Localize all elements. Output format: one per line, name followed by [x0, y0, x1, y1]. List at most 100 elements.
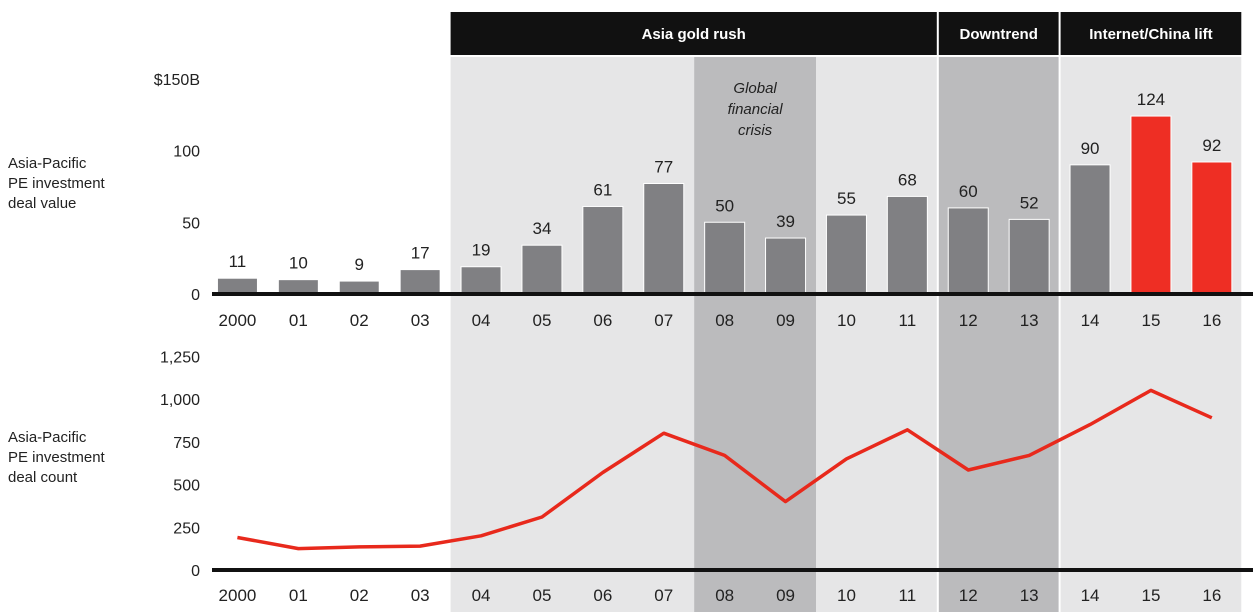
deal-value-data-label: 60 — [959, 182, 978, 201]
deal-value-panel: Asia-Pacific PE investment deal value 05… — [8, 72, 1253, 330]
deal-value-data-label: 77 — [654, 158, 673, 177]
deal-value-xtick-label: 06 — [593, 311, 612, 330]
crisis-annotation: Global financial crisis — [728, 80, 784, 139]
deal-count-xtick-label: 2000 — [219, 586, 257, 605]
phase-header-bg-2 — [938, 12, 1059, 55]
deal-value-bar — [1069, 164, 1111, 295]
deal-count-ytick-label: 250 — [173, 520, 200, 537]
deal-value-data-label: 34 — [532, 219, 551, 238]
deal-value-data-label: 50 — [715, 196, 734, 215]
deal-value-bars — [216, 115, 1233, 295]
phase-headers: Asia gold rush Downtrend Internet/China li… — [450, 12, 1242, 55]
deal-value-data-label: 52 — [1020, 193, 1039, 212]
deal-value-bar — [947, 207, 989, 295]
deal-value-data-label: 9 — [355, 255, 364, 274]
deal-count-xtick-label: 06 — [593, 586, 612, 605]
phase-band-1 — [450, 57, 937, 612]
deal-value-bar — [643, 183, 685, 295]
crisis-band — [694, 57, 816, 612]
deal-count-xtick-label: 12 — [959, 586, 978, 605]
background-bands — [450, 57, 1242, 612]
deal-count-series-line — [237, 388, 1213, 551]
phase-header-bg-3 — [1060, 12, 1242, 55]
deal-value-bar — [1191, 161, 1233, 295]
deal-value-xtick-label: 11 — [899, 311, 917, 330]
deal-value-bar — [825, 214, 867, 295]
deal-value-bar — [582, 205, 624, 295]
deal-count-xtick-label: 07 — [654, 586, 673, 605]
deal-count-xtick-label: 14 — [1081, 586, 1100, 605]
deal-value-data-label: 90 — [1081, 139, 1100, 158]
deal-count-xtick-label: 10 — [837, 586, 856, 605]
deal-value-data-labels: 11 10 9 17 19 34 61 77 50 39 55 68 60 52 90 124 92 — [229, 90, 1222, 274]
deal-value-xtick-label: 09 — [776, 311, 795, 330]
deal-value-data-label: 68 — [898, 170, 917, 189]
deal-value-bar — [216, 277, 258, 295]
deal-count-xtick-label: 16 — [1202, 586, 1221, 605]
phase-header-label-1: Asia gold rush — [642, 26, 746, 43]
deal-value-bar — [460, 266, 502, 295]
deal-value-xtick-label: 14 — [1081, 311, 1100, 330]
deal-value-bar — [521, 244, 563, 295]
deal-value-ytick-label: 100 — [173, 144, 200, 161]
deal-count-xtick-label: 02 — [350, 586, 369, 605]
deal-count-ytick-label: 500 — [173, 478, 200, 495]
deal-value-bar — [277, 279, 319, 295]
deal-count-xtick-label: 01 — [289, 586, 308, 605]
deal-value-bar — [1130, 115, 1172, 295]
deal-count-xtick-label: 09 — [776, 586, 795, 605]
deal-count-ytick-label: 1,000 — [160, 392, 200, 409]
deal-value-bar — [1008, 218, 1050, 295]
deal-value-data-label: 17 — [411, 244, 430, 263]
deal-value-xtick-label: 15 — [1141, 311, 1160, 330]
deal-count-ytick-label: 0 — [191, 563, 200, 580]
deal-value-data-label: 11 — [229, 252, 247, 271]
deal-value-ytick-label: 0 — [191, 287, 200, 304]
deal-value-bar — [399, 269, 441, 295]
phase-header-label-2: Downtrend — [960, 26, 1038, 43]
deal-count-xaxis-ticks: 2000 01 02 03 04 05 06 07 08 09 10 11 12 13 14 15 16 — [219, 586, 1222, 605]
deal-value-data-label: 55 — [837, 189, 856, 208]
deal-value-data-label: 39 — [776, 212, 795, 231]
deal-count-xtick-label: 08 — [715, 586, 734, 605]
deal-value-xaxis-ticks: 2000 01 02 03 04 05 06 07 08 09 10 11 12 13 14 15 16 — [219, 311, 1222, 330]
deal-value-data-label: 19 — [472, 241, 491, 260]
deal-value-bar — [704, 221, 746, 295]
deal-value-data-label: 124 — [1137, 90, 1165, 109]
deal-count-ytick-label: 1,250 — [160, 349, 200, 366]
deal-value-xtick-label: 04 — [472, 311, 491, 330]
deal-count-ylabel: Asia-Pacific PE investment deal count — [8, 429, 109, 486]
deal-value-data-label: 92 — [1202, 136, 1221, 155]
deal-count-panel: Asia-Pacific PE investment deal count 02… — [8, 349, 1253, 605]
deal-value-xtick-label: 16 — [1202, 311, 1221, 330]
deal-count-yaxis-ticks: 0 250 500 750 1,000 1,250 — [160, 349, 200, 580]
deal-value-xtick-label: 10 — [837, 311, 856, 330]
deal-value-xtick-label: 07 — [654, 311, 673, 330]
crisis-label-line-3: crisis — [738, 122, 773, 139]
deal-value-xtick-label: 08 — [715, 311, 734, 330]
deal-value-ytick-label: 50 — [182, 215, 200, 232]
deal-value-xtick-label: 13 — [1020, 311, 1039, 330]
deal-value-xtick-label: 2000 — [219, 311, 257, 330]
deal-count-xtick-label: 13 — [1020, 586, 1039, 605]
deal-count-xtick-label: 03 — [411, 586, 430, 605]
deal-value-xtick-label: 03 — [411, 311, 430, 330]
deal-count-ytick-label: 750 — [173, 435, 200, 452]
phase-header-label-3: Internet/China lift — [1089, 26, 1212, 43]
deal-value-data-label: 10 — [289, 254, 308, 273]
deal-value-ytick-label: $150B — [154, 72, 200, 89]
deal-value-data-label: 61 — [593, 180, 612, 199]
deal-value-xtick-label: 01 — [289, 311, 308, 330]
deal-value-xtick-label: 12 — [959, 311, 978, 330]
deal-count-xtick-label: 15 — [1141, 586, 1160, 605]
deal-value-bar — [765, 237, 807, 295]
deal-value-ylabel: Asia-Pacific PE investment deal value — [8, 155, 109, 212]
deal-count-xtick-label: 11 — [899, 586, 917, 605]
phase-band-2 — [938, 57, 1059, 612]
deal-value-xtick-label: 05 — [532, 311, 551, 330]
crisis-label-line-1: Global — [733, 80, 777, 97]
deal-value-xtick-label: 02 — [350, 311, 369, 330]
deal-value-bar — [886, 195, 928, 295]
deal-count-xtick-label: 04 — [472, 586, 491, 605]
